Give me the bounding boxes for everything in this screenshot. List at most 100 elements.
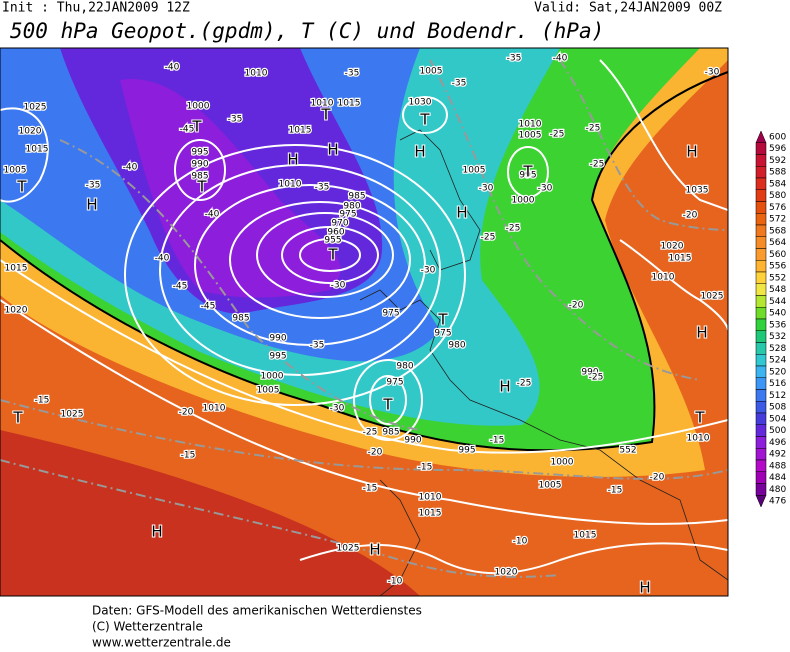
isobar-label: 552 — [619, 446, 636, 456]
colorbar-cell — [755, 448, 767, 461]
colorbar-label: 528 — [769, 344, 786, 354]
colorbar-cell — [755, 342, 767, 355]
colorbar-label: 588 — [769, 168, 786, 178]
isobar-label: 955 — [324, 236, 341, 246]
isobar-label: 1000 — [551, 458, 574, 468]
temperature-label: -45 — [180, 125, 195, 135]
temperature-label: -30 — [538, 184, 553, 194]
colorbar-label: 600 — [769, 132, 786, 142]
temperature-label: -25 — [363, 428, 378, 438]
pressure-center: T — [419, 111, 430, 129]
colorbar-label: 548 — [769, 285, 786, 295]
colorbar-cell — [755, 201, 767, 214]
temperature-label: -30 — [330, 404, 345, 414]
isobar-label: 975 — [434, 329, 451, 339]
pressure-center: T — [12, 409, 23, 427]
colorbar-cell — [755, 424, 767, 437]
colorbar-label: 488 — [769, 461, 786, 471]
isobar-label: 1000 — [261, 372, 284, 382]
isobar-label: 975 — [339, 210, 356, 220]
isobar-label: 1010 — [519, 120, 542, 130]
colorbar-cell — [755, 401, 767, 414]
colorbar-label: 572 — [769, 215, 786, 225]
isobar-label: 1010 — [652, 273, 675, 283]
isotherms — [0, 59, 728, 578]
isobar-label: 1010 — [687, 434, 710, 444]
isobar-label: 990 — [269, 334, 286, 344]
colorbar-label: 596 — [769, 144, 786, 154]
isobar-label: 1020 — [661, 242, 684, 252]
temperature-label: -35 — [507, 54, 522, 64]
colorbar-label: 580 — [769, 191, 786, 201]
temperature-label: -30 — [479, 184, 494, 194]
isobar-label: 1020 — [19, 127, 42, 137]
colorbar-cell — [755, 213, 767, 226]
isobar-label: 985 — [232, 314, 249, 324]
colorbar-cap — [755, 495, 767, 508]
isobar-label: 1010 — [311, 99, 334, 109]
colorbar-label: 524 — [769, 356, 786, 366]
colorbar-label: 476 — [769, 497, 786, 507]
pressure-center: H — [327, 141, 338, 159]
colorbar-cell — [755, 154, 767, 167]
colorbar-cell — [755, 412, 767, 425]
temperature-label: -25 — [589, 373, 604, 383]
isobar-label: 980 — [343, 202, 360, 212]
pressure-center: H — [456, 204, 467, 222]
colorbar-label: 484 — [769, 473, 786, 483]
colorbar-cell — [755, 318, 767, 331]
isobar-label: 1010 — [203, 404, 226, 414]
temperature-label: -35 — [86, 181, 101, 191]
temperature-label: -40 — [165, 63, 180, 73]
map-title: 500 hPa Geopot.(gpdm), T (C) und Bodendr… — [10, 19, 604, 43]
colorbar: 6005965925885845805765725685645605565525… — [755, 130, 786, 508]
temperature-label: -45 — [201, 302, 216, 312]
colorbar-label: 540 — [769, 309, 786, 319]
colorbar-cell — [755, 459, 767, 472]
temperature-label: -35 — [315, 183, 330, 193]
pressure-center: H — [369, 541, 380, 559]
temperature-label: -30 — [421, 266, 436, 276]
colorbar-label: 512 — [769, 391, 786, 401]
colorbar-cell — [755, 295, 767, 308]
colorbar-label: 496 — [769, 438, 786, 448]
temperature-label: -20 — [368, 448, 383, 458]
temperature-label: -40 — [553, 54, 568, 64]
temperature-label: -15 — [181, 451, 196, 461]
pressure-center: T — [320, 106, 331, 124]
isobar-label: 1030 — [409, 98, 432, 108]
colorbar-cell — [755, 189, 767, 202]
isobar-label: 1005 — [539, 481, 562, 491]
isobar-label: 985 — [191, 172, 208, 182]
pressure-center: H — [686, 143, 697, 161]
isobar-label: 1000 — [187, 102, 210, 112]
pressure-center: H — [287, 151, 298, 169]
isobar-label: 985 — [382, 428, 399, 438]
pressure-center: H — [151, 523, 162, 541]
isobar-label: 995 — [269, 352, 286, 362]
colorbar-cell — [755, 436, 767, 449]
colorbar-label: 500 — [769, 426, 786, 436]
colorbar-label: 492 — [769, 450, 786, 460]
colorbar-cell — [755, 354, 767, 367]
isobar-label: 1000 — [512, 196, 535, 206]
map-frame — [0, 47, 729, 597]
footer-line: (C) Wetterzentrale — [92, 620, 203, 634]
colorbar-cell — [755, 283, 767, 296]
pressure-center: T — [437, 311, 448, 329]
colorbar-label: 504 — [769, 414, 786, 424]
colorbar-label: 508 — [769, 403, 786, 413]
colorbar-label: 576 — [769, 203, 786, 213]
colorbar-label: 480 — [769, 485, 786, 495]
pressure-center: H — [499, 378, 510, 396]
isobar-label: 970 — [331, 219, 348, 229]
isobar-label: 1025 — [337, 544, 360, 554]
colorbar-cell — [755, 271, 767, 284]
colorbar-cell — [755, 166, 767, 179]
isobar-label: 1015 — [419, 509, 442, 519]
colorbar-label: 560 — [769, 250, 786, 260]
colorbar-cell — [755, 236, 767, 249]
isobars — [0, 59, 728, 575]
temperature-label: -10 — [388, 577, 403, 587]
